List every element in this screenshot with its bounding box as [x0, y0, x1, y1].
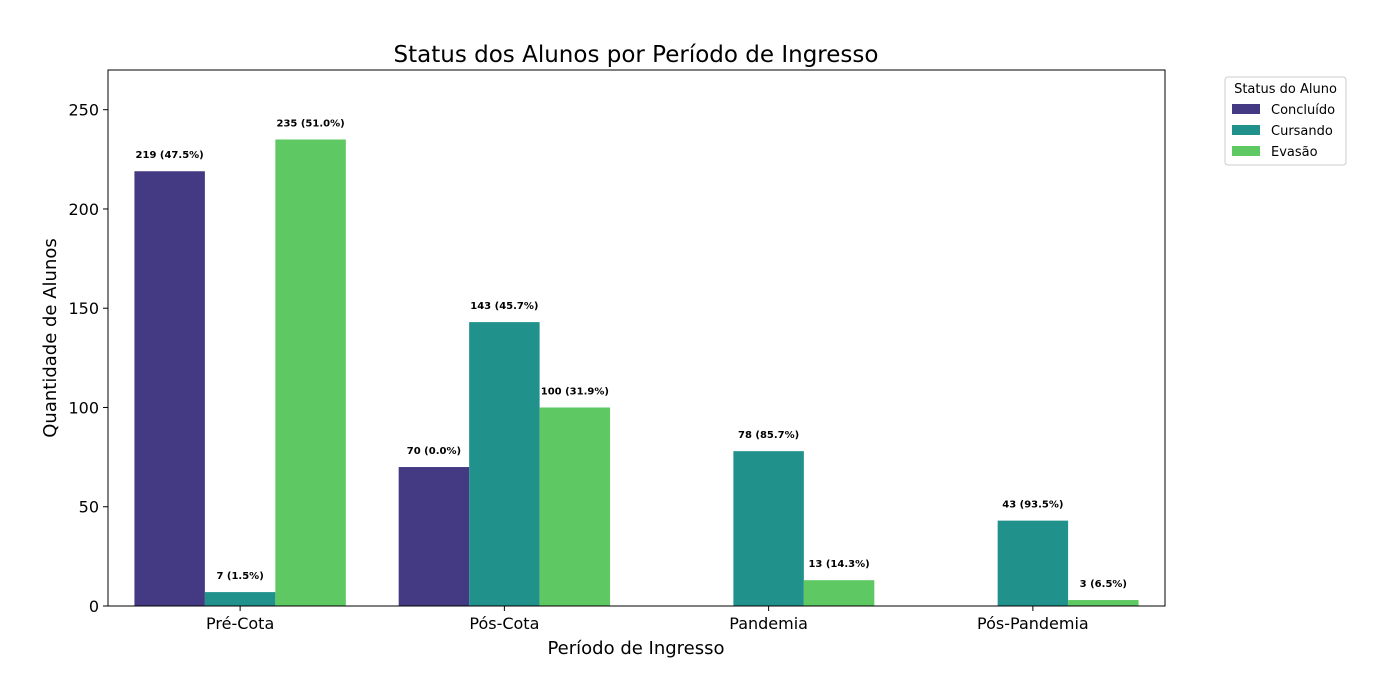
y-tick-label: 250	[68, 101, 99, 120]
y-tick-label: 150	[68, 299, 99, 318]
chart-title: Status dos Alunos por Período de Ingress…	[394, 42, 879, 68]
data-label: 70 (0.0%)	[407, 446, 461, 457]
y-tick-label: 50	[79, 498, 99, 517]
x-tick-label: Pós-Cota	[469, 614, 539, 633]
data-label: 100 (31.9%)	[541, 386, 609, 397]
x-axis-label: Período de Ingresso	[547, 638, 724, 659]
legend-title: Status do Aluno	[1234, 82, 1337, 97]
bar	[803, 580, 875, 606]
legend-box	[1224, 76, 1347, 166]
x-tick-label: Pós-Pandemia	[977, 614, 1089, 633]
x-tick-label: Pré-Cota	[206, 614, 274, 633]
bar	[204, 592, 276, 606]
legend: Status do Aluno Concluído Cursando Evasão	[1224, 76, 1347, 166]
bar	[539, 407, 611, 606]
data-label: 7 (1.5%)	[216, 571, 263, 582]
y-tick-label: 200	[68, 200, 99, 219]
legend-label: Concluído	[1271, 103, 1335, 118]
data-label: 143 (45.7%)	[470, 301, 538, 312]
data-label: 219 (47.5%)	[136, 150, 204, 161]
legend-label: Evasão	[1271, 145, 1318, 160]
data-label: 3 (6.5%)	[1080, 579, 1127, 590]
data-label: 43 (93.5%)	[1002, 500, 1063, 511]
bar	[1068, 600, 1139, 606]
bar	[469, 322, 540, 606]
plot-area: 219 (47.5%) 70 (0.0%) 7 (1.5%) 143 (45.7%) 7…	[68, 69, 1166, 633]
bar	[398, 467, 470, 606]
bar	[134, 171, 205, 606]
legend-swatch	[1232, 125, 1260, 135]
y-axis-label: Quantidade de Alunos	[40, 238, 61, 438]
x-tick-label: Pandemia	[729, 614, 808, 633]
legend-swatch	[1232, 104, 1260, 114]
y-tick-label: 100	[68, 398, 99, 417]
data-label: 235 (51.0%)	[276, 118, 344, 129]
bar	[997, 520, 1069, 606]
legend-label: Cursando	[1271, 124, 1333, 139]
data-label: 13 (14.3%)	[808, 559, 869, 570]
data-label: 78 (85.7%)	[738, 430, 799, 441]
legend-swatch	[1232, 146, 1260, 156]
y-tick-label: 0	[89, 597, 99, 616]
bar	[275, 139, 346, 606]
plot-frame	[107, 69, 1166, 607]
bar	[733, 451, 804, 606]
